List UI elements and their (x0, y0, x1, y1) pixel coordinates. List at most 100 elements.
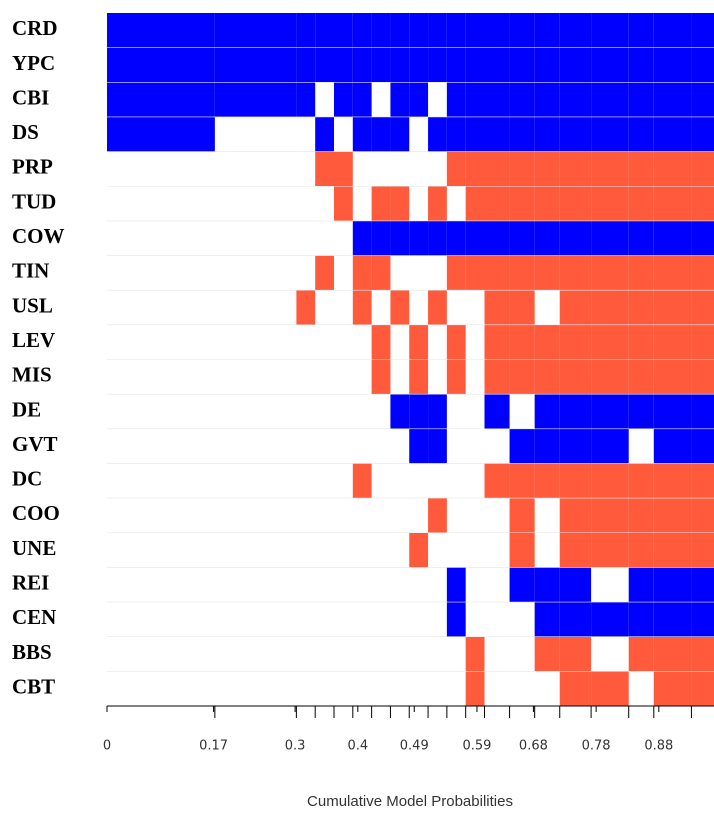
model-cell (333, 151, 353, 187)
model-cell (628, 463, 654, 499)
model-cell (509, 13, 535, 48)
model-cell (352, 13, 372, 48)
model-cell (653, 290, 692, 325)
model-cell (559, 47, 592, 83)
model-cell (509, 255, 535, 291)
model-cell (534, 359, 560, 395)
model-cell (653, 463, 692, 499)
model-cell (484, 116, 510, 152)
model-cell (534, 428, 560, 464)
model-cell (465, 82, 485, 117)
model-cell (691, 359, 714, 395)
model-cell (484, 151, 510, 187)
model-cell (559, 394, 592, 429)
model-cell (591, 324, 629, 360)
model-cell (534, 47, 560, 83)
model-cell (691, 186, 714, 221)
model-cell (628, 116, 654, 152)
x-tick-label: 0.3 (285, 739, 306, 754)
model-cell (534, 463, 560, 499)
model-cell (534, 567, 560, 603)
model-cell (591, 220, 629, 256)
row-label: LEV (12, 328, 55, 352)
model-cell (333, 186, 353, 221)
model-cell (591, 498, 629, 533)
model-cell (653, 255, 692, 291)
model-cell (333, 13, 353, 48)
model-cell (296, 47, 316, 83)
model-cell (534, 13, 560, 48)
model-cell (559, 82, 592, 117)
model-cell (509, 428, 535, 464)
model-cell (559, 636, 592, 672)
model-cell (390, 82, 410, 117)
model-cell (390, 220, 410, 256)
model-cell (509, 47, 535, 83)
model-cell (691, 13, 714, 48)
row-label: YPC (12, 51, 55, 75)
model-cell (446, 47, 466, 83)
model-cell (484, 463, 510, 499)
model-cell (371, 359, 391, 395)
model-cell (691, 394, 714, 429)
model-cell (509, 116, 535, 152)
model-cell (484, 290, 510, 325)
model-cell (591, 151, 629, 187)
row-label: GVT (12, 432, 58, 456)
model-cell (559, 428, 592, 464)
model-cell (409, 82, 429, 117)
model-cell (428, 186, 447, 221)
model-cell (484, 255, 510, 291)
model-cell (428, 220, 447, 256)
x-tick-label: 0.68 (519, 739, 548, 754)
model-cell (315, 116, 334, 152)
model-cell (509, 186, 535, 221)
model-cell (591, 82, 629, 117)
model-cell (484, 220, 510, 256)
model-cell (691, 498, 714, 533)
model-cell (446, 151, 466, 187)
model-cell (534, 602, 560, 637)
model-cell (559, 186, 592, 221)
model-cell (691, 567, 714, 603)
model-cell (484, 324, 510, 360)
x-tick-label: 0.4 (347, 739, 368, 754)
row-label: CBT (12, 674, 55, 698)
model-cell (465, 116, 485, 152)
model-cell (591, 394, 629, 429)
model-cell (691, 82, 714, 117)
model-cell (653, 394, 692, 429)
model-cell (296, 13, 316, 48)
model-cell (446, 220, 466, 256)
model-cell (534, 116, 560, 152)
model-cell (465, 671, 485, 706)
model-cell (509, 220, 535, 256)
model-cell (559, 359, 592, 395)
model-cell (653, 82, 692, 117)
model-cell (409, 220, 429, 256)
model-cell (465, 151, 485, 187)
model-cell (465, 13, 485, 48)
model-cell (484, 13, 510, 48)
model-cell (371, 116, 391, 152)
model-cell (559, 255, 592, 291)
model-cell (591, 532, 629, 568)
model-cell (390, 47, 410, 83)
model-cell (591, 602, 629, 637)
model-cell (628, 82, 654, 117)
model-cell (409, 324, 429, 360)
model-cell (509, 463, 535, 499)
model-cell (371, 13, 391, 48)
model-cell (653, 567, 692, 603)
model-cell (591, 671, 629, 706)
model-cell (107, 116, 215, 152)
model-cell (352, 290, 372, 325)
model-cell (390, 116, 410, 152)
model-cell (509, 532, 535, 568)
model-cell (465, 220, 485, 256)
model-cell (653, 220, 692, 256)
model-cell (296, 82, 316, 117)
model-cell (428, 290, 447, 325)
model-cell (352, 116, 372, 152)
